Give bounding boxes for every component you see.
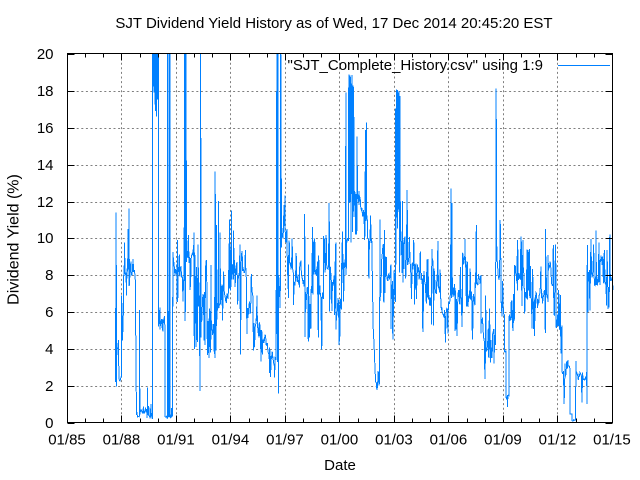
svg-text:01/88: 01/88 <box>103 432 141 449</box>
svg-text:12: 12 <box>37 194 54 211</box>
svg-text:2: 2 <box>45 378 53 395</box>
svg-text:"SJT_Complete_History.csv" usi: "SJT_Complete_History.csv" using 1:9 <box>288 57 543 74</box>
svg-text:0: 0 <box>45 415 53 432</box>
svg-text:8: 8 <box>45 267 53 284</box>
svg-text:01/03: 01/03 <box>375 432 413 449</box>
svg-text:Dividend Yield (%): Dividend Yield (%) <box>6 174 23 305</box>
svg-text:01/94: 01/94 <box>212 432 250 449</box>
svg-text:01/09: 01/09 <box>484 432 522 449</box>
svg-text:01/91: 01/91 <box>157 432 195 449</box>
svg-text:SJT Dividend Yield History as: SJT Dividend Yield History as of Wed, 17… <box>115 15 552 32</box>
svg-text:01/12: 01/12 <box>539 432 577 449</box>
svg-text:6: 6 <box>45 304 53 321</box>
svg-text:01/97: 01/97 <box>266 432 304 449</box>
svg-text:14: 14 <box>37 157 54 174</box>
svg-text:01/85: 01/85 <box>48 432 86 449</box>
svg-text:20: 20 <box>37 46 54 63</box>
svg-text:Date: Date <box>324 457 356 474</box>
svg-text:10: 10 <box>37 230 54 247</box>
svg-text:01/06: 01/06 <box>430 432 468 449</box>
svg-text:18: 18 <box>37 83 54 100</box>
svg-text:4: 4 <box>45 341 53 358</box>
svg-text:16: 16 <box>37 120 54 137</box>
svg-text:01/15: 01/15 <box>593 432 631 449</box>
svg-text:01/00: 01/00 <box>321 432 359 449</box>
